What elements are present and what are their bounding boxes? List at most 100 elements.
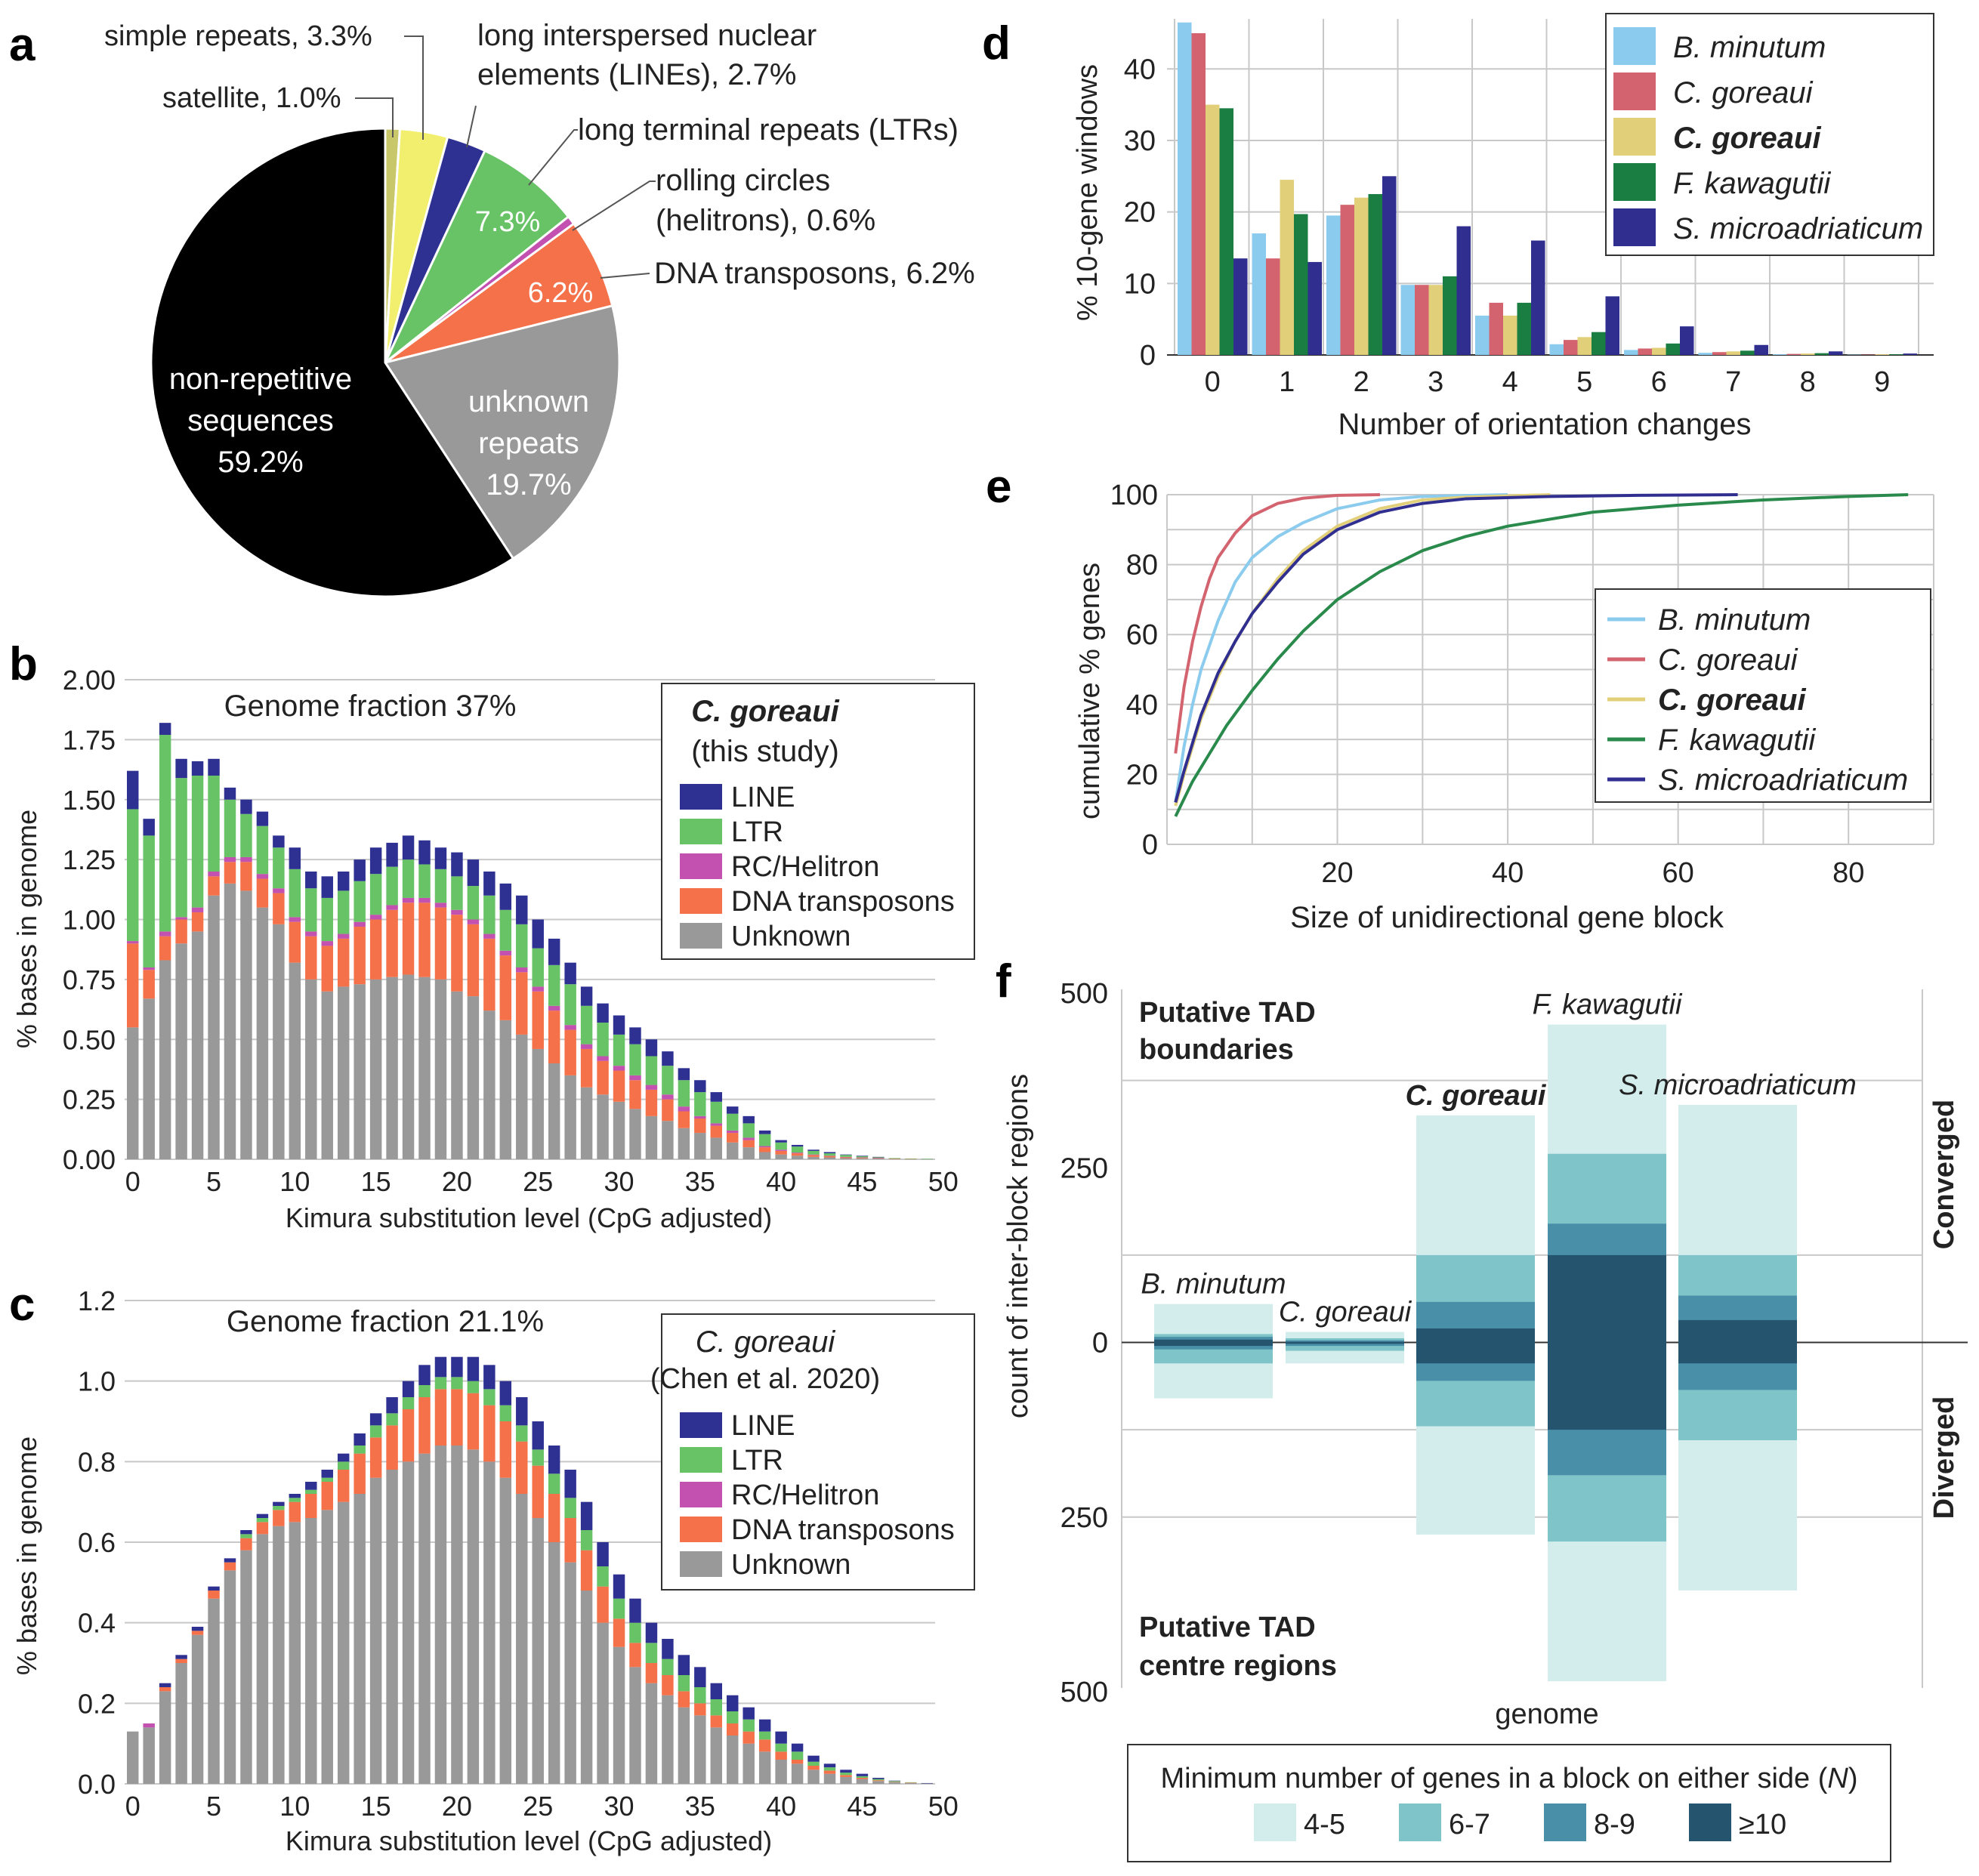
c-bar-segment bbox=[775, 1743, 787, 1752]
d-ylabel: % 10-gene windows bbox=[1072, 64, 1104, 321]
b-bar-segment bbox=[613, 1034, 625, 1066]
b-ytick: 0.00 bbox=[63, 1144, 116, 1175]
b-bar-segment bbox=[807, 1150, 820, 1155]
b-bar-segment bbox=[727, 1130, 739, 1134]
c-bar-segment bbox=[727, 1723, 739, 1736]
f-legend: Minimum number of genes in a block on ei… bbox=[1127, 1744, 1891, 1862]
c-bar-segment bbox=[856, 1779, 869, 1784]
leader-satellite bbox=[355, 97, 394, 137]
b-bar-segment bbox=[127, 770, 139, 810]
d-xlabel: Number of orientation changes bbox=[1338, 408, 1752, 441]
panel-label-b: b bbox=[9, 638, 38, 690]
b-bar-segment bbox=[256, 878, 269, 908]
c-bar-segment bbox=[694, 1667, 706, 1687]
c-bar-segment bbox=[256, 1513, 269, 1518]
c-legend-title: C. goreaui bbox=[696, 1325, 836, 1359]
b-bar-segment bbox=[613, 1066, 625, 1071]
b-bar-segment bbox=[694, 1092, 706, 1116]
d-bar bbox=[1605, 296, 1619, 355]
d-bar bbox=[1564, 340, 1578, 355]
b-bar-segment bbox=[386, 977, 398, 1159]
b-bar-segment bbox=[775, 1154, 787, 1159]
e-series-line bbox=[1174, 493, 1508, 803]
c-bar-segment bbox=[337, 1470, 350, 1502]
c-xtick: 0 bbox=[125, 1791, 140, 1822]
b-bar-segment bbox=[191, 907, 204, 912]
c-bar-segment bbox=[402, 1397, 415, 1409]
e-legend: B. minutum C. goreaui C. goreaui F. kawagut… bbox=[1595, 588, 1931, 803]
d-xtick: 6 bbox=[1651, 366, 1667, 398]
b-bar-segment bbox=[872, 1157, 885, 1159]
c-bar-segment bbox=[905, 1782, 917, 1784]
b-bar-segment bbox=[743, 1123, 755, 1138]
c-bar-segment bbox=[224, 1562, 236, 1571]
d-bar bbox=[1206, 104, 1220, 356]
d-ytick: 30 bbox=[1124, 125, 1156, 157]
b-bar-segment bbox=[823, 1152, 836, 1154]
c-bar-segment bbox=[467, 1356, 480, 1381]
b-bar-segment bbox=[645, 1115, 658, 1159]
b-bar-segment bbox=[532, 919, 544, 949]
f-legend-title-n: N bbox=[1827, 1763, 1848, 1794]
c-bar-segment bbox=[289, 1494, 301, 1498]
c-bar-segment bbox=[710, 1699, 723, 1716]
c-bar-segment bbox=[321, 1477, 333, 1482]
c-bar-segment bbox=[418, 1365, 431, 1385]
b-legend-swatch bbox=[680, 819, 722, 844]
b-bar-segment bbox=[872, 1158, 885, 1159]
b-bar-segment bbox=[856, 1157, 869, 1159]
c-bar-segment bbox=[369, 1413, 382, 1426]
b-bar-segment bbox=[305, 931, 317, 936]
b-bar-segment bbox=[856, 1157, 869, 1158]
b-bar-segment bbox=[775, 1140, 787, 1143]
f-genome-name: F. kawagutii bbox=[1533, 989, 1683, 1021]
b-bar-segment bbox=[175, 917, 187, 920]
b-ytick: 1.25 bbox=[63, 844, 116, 875]
c-bar-segment bbox=[402, 1409, 415, 1462]
b-bar-segment bbox=[823, 1156, 836, 1158]
d-bar bbox=[1443, 276, 1457, 355]
f-legend-swatch bbox=[1399, 1803, 1441, 1841]
c-bar-segment bbox=[840, 1770, 852, 1773]
c-bar-segment bbox=[321, 1470, 333, 1478]
c-bar-segment bbox=[905, 1782, 917, 1783]
c-bar-segment bbox=[305, 1494, 317, 1518]
label-rc-1: rolling circles bbox=[656, 164, 830, 197]
b-bar-segment bbox=[872, 1156, 885, 1158]
d-legend-swatch bbox=[1613, 27, 1656, 65]
c-bar-segment bbox=[613, 1646, 625, 1784]
label-nonrep-1: non-repetitive bbox=[169, 363, 352, 396]
c-legend-entry: LTR bbox=[731, 1445, 783, 1476]
c-bar-segment bbox=[321, 1482, 333, 1510]
c-bar-segment bbox=[483, 1389, 496, 1405]
c-bar-segment bbox=[678, 1675, 690, 1692]
b-bar-segment bbox=[434, 979, 447, 1159]
d-bar bbox=[1252, 233, 1266, 355]
b-bar-segment bbox=[337, 933, 350, 939]
c-legend-swatch bbox=[680, 1447, 722, 1473]
c-bar-segment bbox=[499, 1381, 512, 1405]
label-ltr-inner: 7.3% bbox=[475, 206, 541, 238]
c-bar-segment bbox=[807, 1766, 820, 1770]
b-bar-segment bbox=[127, 809, 139, 942]
b-bar-segment bbox=[273, 924, 285, 1159]
b-bar-segment bbox=[240, 799, 252, 814]
f-bottom-label-1: Putative TAD bbox=[1139, 1612, 1316, 1643]
b-bar-segment bbox=[645, 1056, 658, 1085]
b-bar-segment bbox=[807, 1154, 820, 1156]
c-bar-segment bbox=[856, 1778, 869, 1779]
f-top-label-1: Putative TAD bbox=[1139, 997, 1316, 1029]
b-bar-segment bbox=[678, 1128, 690, 1159]
c-bar-segment bbox=[888, 1781, 901, 1782]
b-bar-segment bbox=[743, 1115, 755, 1124]
c-bar-segment bbox=[224, 1558, 236, 1563]
b-bar-segment bbox=[823, 1153, 836, 1156]
b-ytick: 0.50 bbox=[63, 1024, 116, 1055]
b-bar-segment bbox=[240, 862, 252, 891]
b-bar-segment bbox=[758, 1147, 771, 1152]
b-legend-entry: RC/Helitron bbox=[731, 851, 879, 883]
b-bar-segment bbox=[629, 1027, 641, 1044]
d-bar bbox=[1415, 285, 1429, 355]
b-legend-subtitle: (this study) bbox=[691, 735, 839, 768]
d-bar bbox=[1340, 205, 1354, 355]
